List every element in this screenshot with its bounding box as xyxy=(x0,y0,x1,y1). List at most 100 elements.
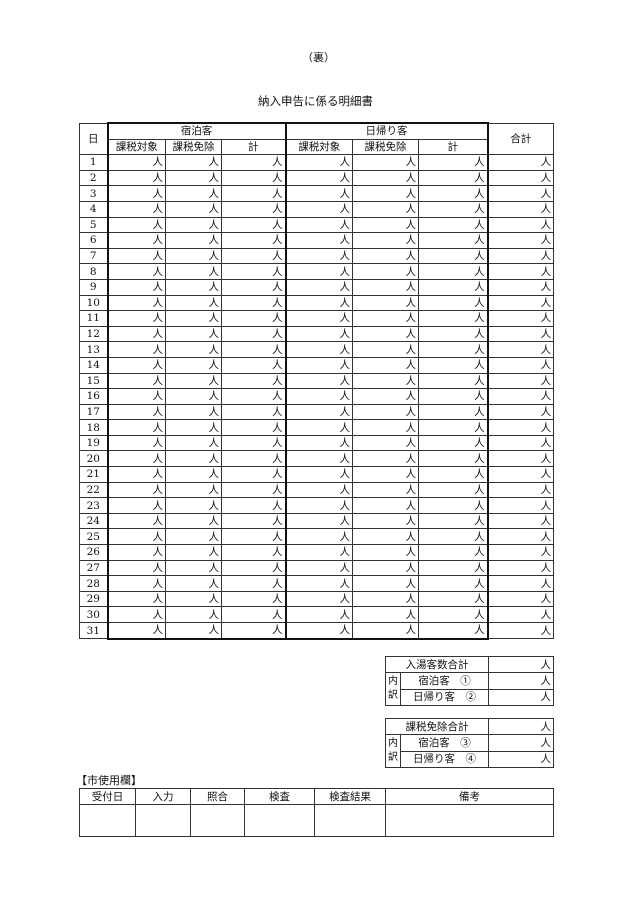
daytrip-taxable-field[interactable]: 人 xyxy=(285,466,354,483)
daytrip-subtotal-field[interactable]: 人 xyxy=(418,481,489,499)
lodging-subtotal-field[interactable]: 人 xyxy=(220,544,287,561)
day-total-field[interactable]: 人 xyxy=(487,294,555,312)
daytrip-taxable-field[interactable]: 人 xyxy=(285,544,354,561)
lodging-exempt-field[interactable]: 人 xyxy=(165,528,222,546)
lodging-subtotal-field[interactable]: 人 xyxy=(220,450,287,468)
lodging-taxable-field[interactable]: 人 xyxy=(106,263,166,280)
day-total-field[interactable]: 人 xyxy=(487,575,555,592)
daytrip-subtotal-field[interactable]: 人 xyxy=(418,310,489,327)
daytrip-taxable-field[interactable]: 人 xyxy=(285,403,354,421)
day-total-field[interactable]: 人 xyxy=(487,356,555,374)
lodging-subtotal-field[interactable]: 人 xyxy=(220,621,287,640)
daytrip-taxable-field[interactable]: 人 xyxy=(285,481,354,499)
daytrip-taxable-field[interactable]: 人 xyxy=(285,263,354,280)
lodging-subtotal-field[interactable]: 人 xyxy=(220,497,287,514)
lodging-subtotal-field[interactable]: 人 xyxy=(220,154,287,171)
daytrip-subtotal-field[interactable]: 人 xyxy=(418,388,489,405)
lodging-subtotal-field[interactable]: 人 xyxy=(220,419,287,436)
day-total-field[interactable]: 人 xyxy=(487,341,555,358)
day-total-field[interactable]: 人 xyxy=(487,497,555,514)
lodging-taxable-field[interactable]: 人 xyxy=(106,466,166,483)
daytrip-exempt-field[interactable]: 人 xyxy=(352,403,420,421)
daytrip-exempt-field[interactable]: 人 xyxy=(352,590,420,608)
daytrip-taxable-field[interactable]: 人 xyxy=(285,247,354,265)
lodging-exempt-field[interactable]: 人 xyxy=(165,169,222,187)
daytrip-subtotal-field[interactable]: 人 xyxy=(418,169,489,187)
verification-field[interactable] xyxy=(190,804,245,837)
daytrip-exempt-field[interactable]: 人 xyxy=(352,341,420,358)
lodging-subtotal-field[interactable]: 人 xyxy=(220,185,287,202)
daytrip-subtotal-field[interactable]: 人 xyxy=(418,512,489,530)
lodging-taxable-field[interactable]: 人 xyxy=(106,419,166,436)
day-total-field[interactable]: 人 xyxy=(487,481,555,499)
day-total-field[interactable]: 人 xyxy=(487,419,555,436)
lodging-subtotal-field[interactable]: 人 xyxy=(220,434,287,452)
daytrip-exempt-field[interactable]: 人 xyxy=(352,185,420,202)
day-total-field[interactable]: 人 xyxy=(487,325,555,343)
remarks-field[interactable] xyxy=(385,804,554,837)
daytrip-taxable-field[interactable]: 人 xyxy=(285,528,354,546)
lodging-subtotal-field[interactable]: 人 xyxy=(220,325,287,343)
lodging-subtotal-field[interactable]: 人 xyxy=(220,278,287,296)
lodging-total-field[interactable]: 人 xyxy=(488,672,554,690)
lodging-exempt-field[interactable]: 人 xyxy=(165,403,222,421)
lodging-taxable-field[interactable]: 人 xyxy=(106,559,166,577)
lodging-taxable-field[interactable]: 人 xyxy=(106,200,166,218)
lodging-taxable-field[interactable]: 人 xyxy=(106,278,166,296)
daytrip-exempt-field[interactable]: 人 xyxy=(352,575,420,592)
day-total-field[interactable]: 人 xyxy=(487,232,555,249)
day-total-field[interactable]: 人 xyxy=(487,621,555,640)
day-total-field[interactable]: 人 xyxy=(487,200,555,218)
lodging-taxable-field[interactable]: 人 xyxy=(106,434,166,452)
lodging-subtotal-field[interactable]: 人 xyxy=(220,247,287,265)
daytrip-exempt-field[interactable]: 人 xyxy=(352,621,420,640)
day-total-field[interactable]: 人 xyxy=(487,559,555,577)
lodging-taxable-field[interactable]: 人 xyxy=(106,450,166,468)
lodging-exempt-field[interactable]: 人 xyxy=(165,294,222,312)
input-field[interactable] xyxy=(135,804,191,837)
daytrip-exempt-field[interactable]: 人 xyxy=(352,450,420,468)
daytrip-exempt-field[interactable]: 人 xyxy=(352,419,420,436)
daytrip-taxable-field[interactable]: 人 xyxy=(285,450,354,468)
daytrip-exempt-field[interactable]: 人 xyxy=(352,310,420,327)
daytrip-subtotal-field[interactable]: 人 xyxy=(418,621,489,640)
lodging-exempt-field[interactable]: 人 xyxy=(165,575,222,592)
daytrip-exempt-field[interactable]: 人 xyxy=(352,388,420,405)
daytrip-taxable-field[interactable]: 人 xyxy=(285,310,354,327)
day-total-field[interactable]: 人 xyxy=(487,154,555,171)
daytrip-taxable-field[interactable]: 人 xyxy=(285,512,354,530)
lodging-exempt-field[interactable]: 人 xyxy=(165,216,222,234)
lodging-exempt-field[interactable]: 人 xyxy=(165,481,222,499)
lodging-exempt-field[interactable]: 人 xyxy=(165,325,222,343)
daytrip-subtotal-field[interactable]: 人 xyxy=(418,419,489,436)
daytrip-subtotal-field[interactable]: 人 xyxy=(418,341,489,358)
daytrip-subtotal-field[interactable]: 人 xyxy=(418,559,489,577)
lodging-exempt-field[interactable]: 人 xyxy=(165,621,222,640)
lodging-exempt-field[interactable]: 人 xyxy=(165,434,222,452)
daytrip-exempt-field[interactable]: 人 xyxy=(352,325,420,343)
lodging-subtotal-field[interactable]: 人 xyxy=(220,403,287,421)
daytrip-subtotal-field[interactable]: 人 xyxy=(418,154,489,171)
daytrip-exempt-field[interactable]: 人 xyxy=(352,559,420,577)
daytrip-total-field[interactable]: 人 xyxy=(488,688,554,706)
lodging-exempt-field[interactable]: 人 xyxy=(165,278,222,296)
daytrip-taxable-field[interactable]: 人 xyxy=(285,341,354,358)
lodging-taxable-field[interactable]: 人 xyxy=(106,372,166,390)
lodging-exempt-field[interactable]: 人 xyxy=(165,372,222,390)
lodging-taxable-field[interactable]: 人 xyxy=(106,232,166,249)
day-total-field[interactable]: 人 xyxy=(487,450,555,468)
day-total-field[interactable]: 人 xyxy=(487,310,555,327)
lodging-exempt-field[interactable]: 人 xyxy=(165,419,222,436)
lodging-exempt-field[interactable]: 人 xyxy=(165,200,222,218)
daytrip-exempt-field[interactable]: 人 xyxy=(352,434,420,452)
daytrip-taxable-field[interactable]: 人 xyxy=(285,294,354,312)
lodging-exempt-field[interactable]: 人 xyxy=(165,247,222,265)
lodging-subtotal-field[interactable]: 人 xyxy=(220,372,287,390)
lodging-subtotal-field[interactable]: 人 xyxy=(220,575,287,592)
daytrip-exempt-field[interactable]: 人 xyxy=(352,232,420,249)
lodging-subtotal-field[interactable]: 人 xyxy=(220,341,287,358)
daytrip-taxable-field[interactable]: 人 xyxy=(285,497,354,514)
lodging-subtotal-field[interactable]: 人 xyxy=(220,559,287,577)
received-date-field[interactable] xyxy=(79,804,136,837)
daytrip-subtotal-field[interactable]: 人 xyxy=(418,590,489,608)
